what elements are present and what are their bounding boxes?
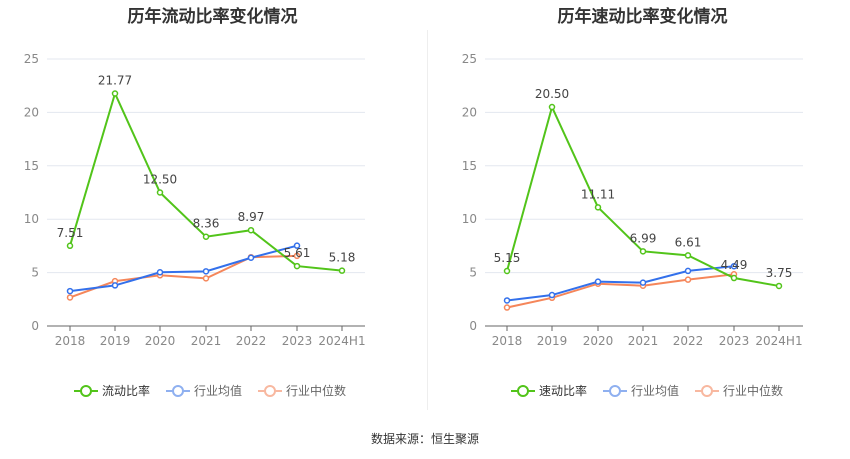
data-point [66, 294, 74, 301]
data-label: 8.97 [238, 210, 265, 224]
x-tick-label: 2022 [673, 334, 704, 348]
y-tick-label: 10 [462, 212, 477, 226]
data-label: 3.75 [766, 266, 793, 280]
series-line-1 [506, 265, 735, 302]
data-point [66, 287, 74, 295]
y-tick-label: 5 [31, 266, 39, 280]
x-tick-label: 2022 [236, 334, 267, 348]
data-point [503, 267, 511, 275]
series-line-2 [506, 273, 735, 309]
x-tick-label: 2023 [282, 334, 313, 348]
data-point [156, 189, 164, 196]
data-point [111, 90, 119, 97]
data-label: 8.36 [193, 217, 220, 231]
data-label: 6.99 [630, 231, 657, 245]
data-label: 7.51 [57, 226, 84, 240]
y-tick-label: 15 [24, 159, 39, 173]
legend-line-icon [511, 384, 535, 398]
x-tick-label: 2018 [55, 334, 86, 348]
data-point [202, 233, 210, 240]
data-point [548, 291, 556, 299]
data-point [293, 262, 301, 270]
data-point [639, 248, 647, 255]
data-label: 5.15 [494, 251, 521, 265]
data-point [775, 282, 783, 290]
x-tick-label: 2024H1 [318, 334, 365, 348]
data-point [156, 269, 164, 276]
legend-line-icon [258, 384, 283, 398]
data-point [247, 254, 255, 262]
chart-title-quick-ratio: 历年速动比率变化情况 [557, 7, 728, 27]
data-label: 5.18 [329, 251, 356, 265]
legend-line-icon [603, 384, 628, 398]
legend-item[interactable]: 行业均值 [166, 382, 242, 399]
data-point [202, 275, 210, 282]
data-point [338, 267, 346, 274]
series-line-1 [69, 244, 298, 293]
data-point [293, 242, 301, 249]
data-point [730, 262, 738, 270]
data-source: 数据来源：恒生聚源 [370, 432, 479, 446]
divider [427, 30, 428, 410]
data-point [503, 297, 511, 304]
legend-item[interactable]: 流动比率 [74, 382, 150, 399]
legend-item[interactable]: 速动比率 [511, 382, 587, 399]
data-label: 11.11 [581, 187, 615, 201]
legend-item[interactable]: 行业中位数 [695, 382, 783, 399]
data-point [684, 267, 692, 275]
legend-item[interactable]: 行业均值 [603, 382, 679, 399]
data-point [111, 282, 119, 289]
data-point [66, 242, 74, 250]
data-label: 6.61 [675, 235, 702, 249]
y-tick-label: 25 [24, 52, 39, 66]
legend-right: 速动比率 行业均值 行业中位数 [511, 382, 783, 399]
legend-left: 流动比率 行业均值 行业中位数 [74, 382, 346, 399]
data-point [594, 204, 602, 211]
y-tick-label: 20 [462, 105, 477, 119]
data-label: 12.50 [143, 173, 177, 187]
x-tick-label: 2021 [191, 334, 222, 348]
x-tick-label: 2024H1 [755, 334, 802, 348]
x-tick-label: 2023 [719, 334, 750, 348]
data-point [548, 103, 556, 111]
data-label: 4.49 [721, 258, 748, 272]
data-label: 5.61 [284, 246, 311, 260]
data-point [247, 226, 255, 234]
y-tick-label: 20 [24, 105, 39, 119]
data-point [202, 268, 210, 275]
data-point [293, 252, 301, 260]
legend-item[interactable]: 行业中位数 [258, 382, 346, 399]
legend-line-icon [695, 384, 720, 398]
data-label: 21.77 [98, 73, 132, 87]
data-point [684, 276, 692, 283]
y-tick-label: 0 [31, 319, 39, 333]
x-tick-label: 2018 [492, 334, 523, 348]
y-tick-label: 10 [24, 212, 39, 226]
y-tick-label: 25 [462, 52, 477, 66]
x-tick-label: 2019 [537, 334, 568, 348]
data-point [639, 279, 647, 286]
series-line-0 [69, 90, 343, 272]
x-tick-label: 2019 [100, 334, 131, 348]
x-tick-label: 2020 [145, 334, 176, 348]
data-point [503, 304, 511, 311]
y-tick-label: 5 [469, 266, 477, 280]
data-label: 20.50 [535, 87, 569, 101]
legend-line-icon [166, 384, 191, 398]
y-tick-label: 15 [462, 159, 477, 173]
series-line-2 [69, 254, 298, 299]
legend-line-icon [74, 384, 98, 398]
x-tick-label: 2020 [583, 334, 614, 348]
x-tick-label: 2021 [628, 334, 659, 348]
data-point [684, 252, 692, 259]
data-point [594, 278, 602, 285]
data-point [730, 274, 738, 282]
y-tick-label: 0 [469, 319, 477, 333]
chart-title-current-ratio: 历年流动比率变化情况 [127, 7, 298, 27]
